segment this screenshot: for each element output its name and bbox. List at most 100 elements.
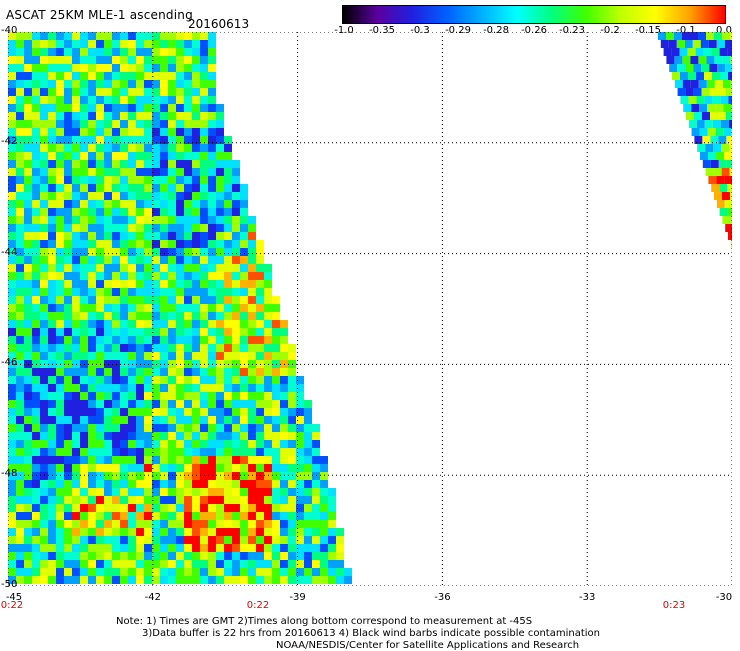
swath-cell bbox=[56, 152, 64, 160]
swath-cell bbox=[200, 416, 208, 424]
swath-cell bbox=[64, 168, 72, 176]
swath-cell bbox=[232, 424, 240, 432]
swath-cell bbox=[184, 560, 192, 568]
swath-cell bbox=[32, 552, 40, 560]
swath-cell bbox=[168, 224, 176, 232]
swath-cell bbox=[208, 392, 216, 400]
swath-cell bbox=[96, 304, 104, 312]
swath-cell bbox=[120, 40, 128, 48]
swath-cell bbox=[8, 184, 16, 192]
swath-cell bbox=[192, 552, 200, 560]
swath-cell bbox=[200, 464, 208, 472]
swath-cell bbox=[128, 512, 136, 520]
swath-cell bbox=[160, 424, 168, 432]
swath-cell bbox=[160, 64, 168, 72]
longitude-label: -33 bbox=[579, 592, 595, 603]
swath-cell bbox=[168, 440, 176, 448]
swath-cell bbox=[728, 208, 732, 216]
swath-cell bbox=[200, 480, 208, 488]
swath-cell bbox=[216, 392, 224, 400]
swath-cell bbox=[208, 216, 216, 224]
swath-cell bbox=[192, 200, 200, 208]
swath-cell bbox=[288, 440, 296, 448]
swath-cell bbox=[64, 568, 72, 576]
swath-cell bbox=[224, 280, 232, 288]
swath-cell bbox=[136, 160, 144, 168]
swath-cell bbox=[160, 576, 168, 584]
swath-cell bbox=[248, 240, 256, 248]
swath-cell bbox=[336, 544, 344, 552]
swath-cell bbox=[128, 256, 136, 264]
swath-cell bbox=[711, 184, 719, 192]
swath-cell bbox=[40, 384, 48, 392]
swath-cell bbox=[224, 528, 232, 536]
swath-cell bbox=[224, 240, 232, 248]
swath-cell bbox=[216, 304, 224, 312]
swath-cell bbox=[200, 368, 208, 376]
swath-cell bbox=[168, 480, 176, 488]
swath-cell bbox=[216, 168, 224, 176]
swath-cell bbox=[208, 208, 216, 216]
swath-cell bbox=[96, 384, 104, 392]
swath-cell bbox=[88, 504, 96, 512]
swath-cell bbox=[96, 400, 104, 408]
swath-cell bbox=[144, 560, 152, 568]
swath-cell bbox=[112, 88, 120, 96]
longitude-label: -36 bbox=[434, 592, 450, 603]
swath-cell bbox=[8, 456, 16, 464]
swath-cell bbox=[669, 40, 677, 48]
swath-cell bbox=[72, 504, 80, 512]
latitude-label: -48 bbox=[1, 468, 17, 479]
swath-cell bbox=[184, 528, 192, 536]
swath-cell bbox=[208, 336, 216, 344]
swath-cell bbox=[56, 104, 64, 112]
swath-cell bbox=[240, 504, 248, 512]
swath-cell bbox=[112, 384, 120, 392]
swath-cell bbox=[160, 400, 168, 408]
swath-cell bbox=[56, 440, 64, 448]
swath-cell bbox=[232, 176, 240, 184]
swath-cell bbox=[64, 544, 72, 552]
swath-cell bbox=[144, 400, 152, 408]
swath-cell bbox=[88, 64, 96, 72]
swath-cell bbox=[16, 424, 24, 432]
swath-cell bbox=[112, 232, 120, 240]
swath-cell bbox=[272, 352, 280, 360]
swath-cell bbox=[224, 424, 232, 432]
swath-cell bbox=[328, 544, 336, 552]
swath-cell bbox=[192, 416, 200, 424]
swath-cell bbox=[184, 496, 192, 504]
swath-cell bbox=[40, 440, 48, 448]
swath-cell bbox=[708, 152, 716, 160]
swath-cell bbox=[168, 104, 176, 112]
swath-cell bbox=[64, 464, 72, 472]
swath-cell bbox=[120, 392, 128, 400]
swath-cell bbox=[24, 104, 32, 112]
swath-cell bbox=[80, 96, 88, 104]
swath-cell bbox=[176, 168, 184, 176]
swath-cell bbox=[168, 352, 176, 360]
swath-cell bbox=[264, 296, 272, 304]
swath-cell bbox=[144, 552, 152, 560]
swath-cell bbox=[216, 496, 224, 504]
swath-cell bbox=[40, 312, 48, 320]
swath-cell bbox=[64, 416, 72, 424]
swath-cell bbox=[144, 464, 152, 472]
swath-cell bbox=[16, 344, 24, 352]
swath-cell bbox=[112, 200, 120, 208]
swath-cell bbox=[88, 488, 96, 496]
swath-cell bbox=[280, 440, 288, 448]
swath-cell bbox=[208, 488, 216, 496]
swath-cell bbox=[208, 424, 216, 432]
swath-cell bbox=[48, 344, 56, 352]
swath-cell bbox=[176, 264, 184, 272]
swath-cell bbox=[248, 560, 256, 568]
swath-cell bbox=[16, 568, 24, 576]
swath-cell bbox=[160, 248, 168, 256]
swath-cell bbox=[272, 320, 280, 328]
swath-cell bbox=[112, 464, 120, 472]
swath-cell bbox=[16, 320, 24, 328]
swath-cell bbox=[8, 368, 16, 376]
swath-cell bbox=[112, 408, 120, 416]
swath-cell bbox=[320, 544, 328, 552]
